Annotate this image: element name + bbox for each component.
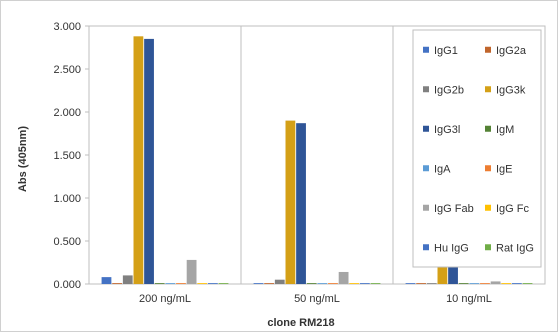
legend-swatch: [485, 125, 491, 132]
legend-swatch: [485, 86, 491, 93]
legend-label: IgG3k: [496, 84, 526, 96]
bar-igg3k: [133, 36, 144, 284]
legend-label: IgA: [434, 163, 451, 175]
bar-chart: 0.000 0.500 1.000 1.500 2.000 2.500 3.000 200 …: [17, 21, 546, 329]
legend-swatch: [423, 204, 429, 211]
y-axis-ticks: 0.000 0.500 1.000 1.500 2.000 2.500 3.000: [53, 21, 89, 291]
bar-ige: [328, 283, 338, 284]
bar-igg1: [405, 283, 416, 284]
bar-igm: [154, 283, 165, 284]
y-tick-label: 0.500: [53, 236, 81, 248]
x-tick-label: 10 ng/mL: [446, 293, 492, 305]
bar-iga: [469, 283, 480, 284]
bar-igg3l: [296, 123, 306, 285]
legend: IgG1 IgG2a IgG2b IgG3k IgG3l IgM IgA IgE IgG Fab…: [412, 29, 542, 268]
x-axis-label: clone RM218: [267, 317, 334, 329]
bar-rat-igg: [218, 283, 229, 284]
bar-hu-igg: [511, 283, 522, 284]
y-axis-label: Abs (405nm): [17, 126, 29, 192]
y-tick-label: 3.000: [53, 21, 81, 33]
legend-label: Hu IgG: [434, 242, 469, 254]
x-tick-label: 200 ng/mL: [139, 293, 191, 305]
legend-label: IgE: [496, 163, 513, 175]
bar-igg2b: [274, 279, 285, 284]
bar-ige: [176, 283, 186, 284]
bar-igg3k: [285, 120, 296, 284]
legend-label: IgG Fab: [434, 203, 474, 215]
legend-swatch: [485, 204, 491, 211]
bar-igg-fab: [490, 281, 501, 284]
y-tick-label: 2.500: [53, 64, 81, 76]
bar-igg1: [253, 283, 264, 284]
y-tick-label: 1.000: [53, 193, 81, 205]
bar-igg-fab: [186, 259, 197, 284]
y-tick-label: 1.500: [53, 150, 81, 162]
legend-swatch: [423, 244, 429, 251]
bar-igm: [306, 283, 317, 284]
bar-hu-igg: [207, 283, 218, 284]
y-tick-label: 2.000: [53, 107, 81, 119]
y-tick-label: 0.000: [53, 279, 81, 291]
bar-iga: [165, 283, 176, 284]
bar-igg3l: [144, 38, 154, 285]
legend-swatch: [423, 46, 429, 53]
x-tick-label: 50 ng/mL: [294, 293, 340, 305]
bar-igg-fab: [338, 271, 349, 284]
legend-swatch: [485, 165, 491, 172]
legend-box: [412, 29, 542, 268]
legend-label: IgG2a: [496, 45, 527, 57]
bar-igg2a: [416, 283, 427, 284]
legend-label: IgG2b: [434, 84, 464, 96]
legend-label: IgM: [496, 124, 514, 136]
bar-igg2a: [112, 283, 123, 284]
bar-igm: [458, 283, 469, 284]
legend-label: IgG3l: [434, 124, 460, 136]
bar-igg-fc: [197, 283, 208, 284]
bar-iga: [317, 283, 328, 284]
legend-swatch: [423, 125, 429, 132]
bar-igg2a: [264, 283, 275, 284]
legend-swatch: [423, 165, 429, 172]
bar-rat-igg: [522, 283, 533, 284]
legend-swatch: [485, 244, 491, 251]
x-axis-ticks: 200 ng/mL 50 ng/mL 10 ng/mL: [139, 293, 492, 305]
bar-hu-igg: [359, 283, 370, 284]
bar-igg2b: [122, 275, 133, 284]
bar-igg-fc: [501, 283, 512, 284]
bar-ige: [480, 283, 490, 284]
legend-label: Rat IgG: [496, 242, 534, 254]
legend-label: IgG1: [434, 45, 458, 57]
bar-igg-fc: [349, 283, 360, 284]
legend-label: IgG Fc: [496, 203, 530, 215]
bar-igg2b: [426, 283, 437, 284]
legend-swatch: [485, 46, 491, 53]
legend-swatch: [423, 86, 429, 93]
bar-igg1: [101, 277, 112, 284]
bar-rat-igg: [370, 283, 381, 284]
